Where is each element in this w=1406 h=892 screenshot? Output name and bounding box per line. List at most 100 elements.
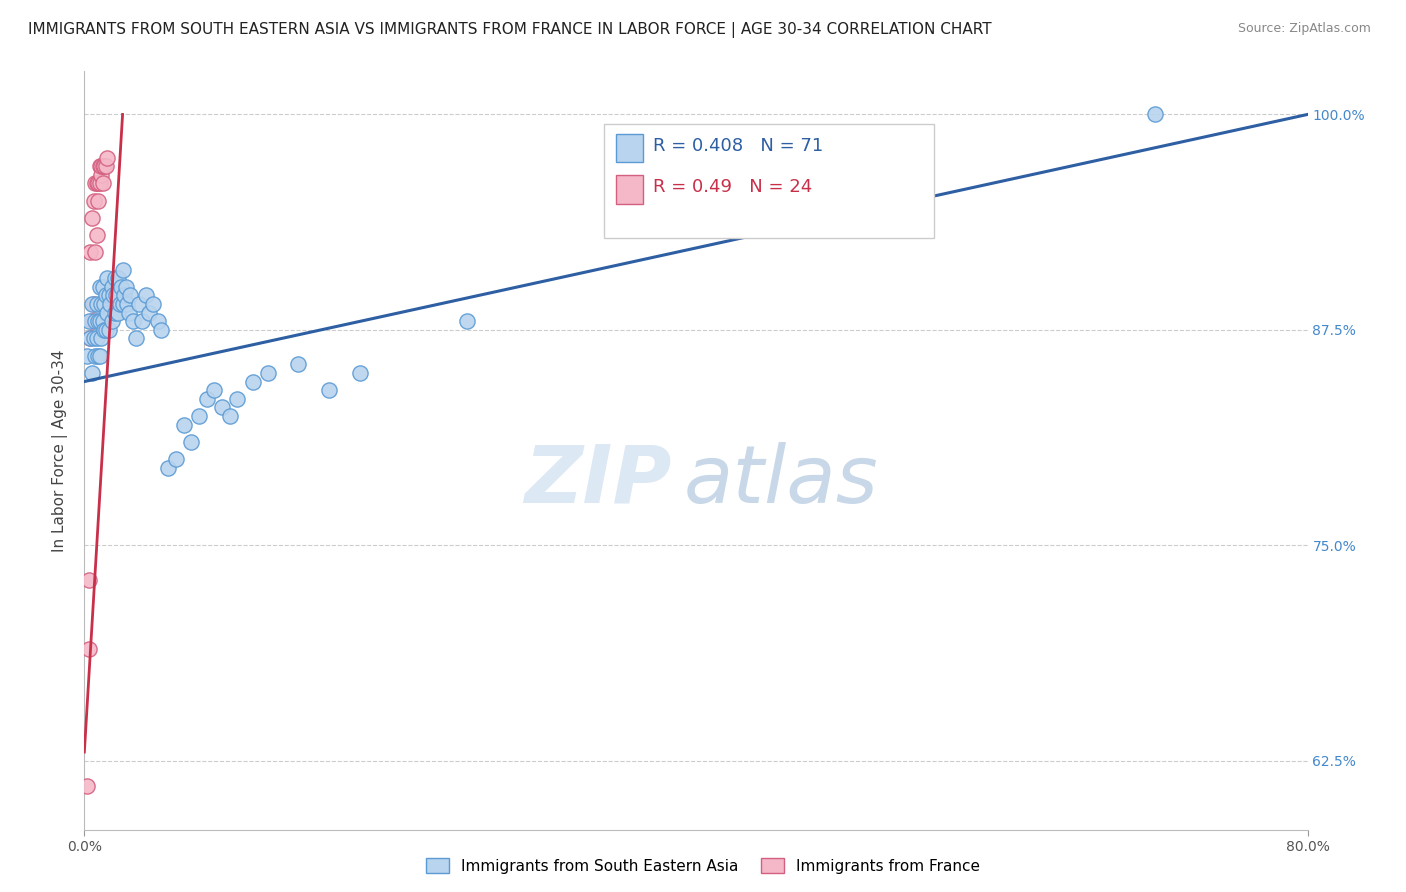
Point bbox=[84, 245, 107, 260]
Point bbox=[77, 573, 100, 587]
Point bbox=[195, 392, 218, 406]
Point bbox=[79, 245, 101, 260]
Text: IMMIGRANTS FROM SOUTH EASTERN ASIA VS IMMIGRANTS FROM FRANCE IN LABOR FORCE | AG: IMMIGRANTS FROM SOUTH EASTERN ASIA VS IM… bbox=[28, 22, 991, 38]
Point bbox=[138, 305, 160, 319]
Point bbox=[104, 305, 127, 319]
Point bbox=[96, 305, 118, 319]
Point bbox=[257, 366, 280, 380]
Point bbox=[91, 314, 114, 328]
Point bbox=[96, 271, 118, 285]
Point bbox=[318, 383, 340, 397]
Point bbox=[96, 151, 118, 165]
Point bbox=[83, 297, 105, 311]
Point bbox=[149, 323, 172, 337]
Point bbox=[105, 288, 128, 302]
Point bbox=[89, 159, 111, 173]
Point bbox=[94, 323, 117, 337]
Point bbox=[165, 452, 187, 467]
FancyBboxPatch shape bbox=[616, 175, 644, 204]
Point bbox=[90, 159, 112, 173]
Point bbox=[103, 288, 125, 302]
Point bbox=[118, 305, 141, 319]
Text: atlas: atlas bbox=[683, 442, 879, 520]
Point bbox=[287, 357, 309, 371]
Point bbox=[79, 331, 101, 345]
Point bbox=[91, 159, 114, 173]
Point bbox=[146, 314, 169, 328]
Point bbox=[86, 228, 108, 243]
Point bbox=[125, 331, 148, 345]
Point bbox=[94, 288, 117, 302]
Point bbox=[98, 297, 121, 311]
Point bbox=[131, 314, 153, 328]
Text: R = 0.408   N = 71: R = 0.408 N = 71 bbox=[654, 136, 824, 154]
Point bbox=[104, 271, 127, 285]
Point bbox=[242, 375, 264, 389]
Point bbox=[110, 279, 132, 293]
Point bbox=[112, 288, 135, 302]
Point bbox=[86, 297, 108, 311]
Point bbox=[97, 288, 120, 302]
Point bbox=[76, 780, 98, 794]
Point bbox=[202, 383, 225, 397]
Point bbox=[80, 211, 103, 225]
Legend: Immigrants from South Eastern Asia, Immigrants from France: Immigrants from South Eastern Asia, Immi… bbox=[419, 852, 987, 880]
Point bbox=[101, 314, 124, 328]
Point bbox=[94, 159, 117, 173]
Point bbox=[93, 159, 115, 173]
Point bbox=[76, 349, 98, 363]
Point bbox=[188, 409, 211, 423]
Point bbox=[107, 271, 129, 285]
Point bbox=[86, 177, 108, 191]
Point bbox=[91, 279, 114, 293]
Point bbox=[1143, 107, 1166, 121]
Point bbox=[180, 434, 202, 449]
Point bbox=[87, 194, 110, 208]
Point bbox=[89, 177, 111, 191]
Point bbox=[226, 392, 249, 406]
Point bbox=[111, 297, 134, 311]
FancyBboxPatch shape bbox=[616, 134, 644, 162]
Point bbox=[114, 279, 136, 293]
Text: ZIP: ZIP bbox=[524, 442, 672, 520]
Point bbox=[93, 323, 115, 337]
Point bbox=[93, 297, 115, 311]
Point bbox=[83, 194, 105, 208]
Point bbox=[86, 331, 108, 345]
Point bbox=[456, 314, 478, 328]
Point bbox=[142, 297, 165, 311]
Point bbox=[97, 323, 120, 337]
Point bbox=[84, 177, 107, 191]
Point bbox=[83, 331, 105, 345]
Point bbox=[111, 262, 134, 277]
Point bbox=[77, 641, 100, 656]
Point bbox=[128, 297, 150, 311]
Point bbox=[87, 349, 110, 363]
Point bbox=[77, 314, 100, 328]
Point bbox=[79, 331, 101, 345]
Point bbox=[211, 401, 233, 415]
Point bbox=[108, 297, 131, 311]
Point bbox=[90, 168, 112, 182]
Y-axis label: In Labor Force | Age 30-34: In Labor Force | Age 30-34 bbox=[52, 349, 69, 552]
Point bbox=[84, 349, 107, 363]
Point bbox=[87, 177, 110, 191]
Point bbox=[90, 297, 112, 311]
Point bbox=[122, 314, 145, 328]
Point bbox=[87, 314, 110, 328]
Point bbox=[135, 288, 157, 302]
Text: R = 0.49   N = 24: R = 0.49 N = 24 bbox=[654, 178, 813, 196]
Point bbox=[157, 460, 180, 475]
Point bbox=[80, 366, 103, 380]
Point bbox=[218, 409, 240, 423]
Point bbox=[90, 331, 112, 345]
Point bbox=[349, 366, 371, 380]
Point bbox=[89, 349, 111, 363]
Point bbox=[173, 417, 195, 432]
Point bbox=[91, 177, 114, 191]
Point bbox=[107, 305, 129, 319]
Point bbox=[89, 314, 111, 328]
Point bbox=[115, 297, 138, 311]
Text: Source: ZipAtlas.com: Source: ZipAtlas.com bbox=[1237, 22, 1371, 36]
Point bbox=[120, 288, 142, 302]
